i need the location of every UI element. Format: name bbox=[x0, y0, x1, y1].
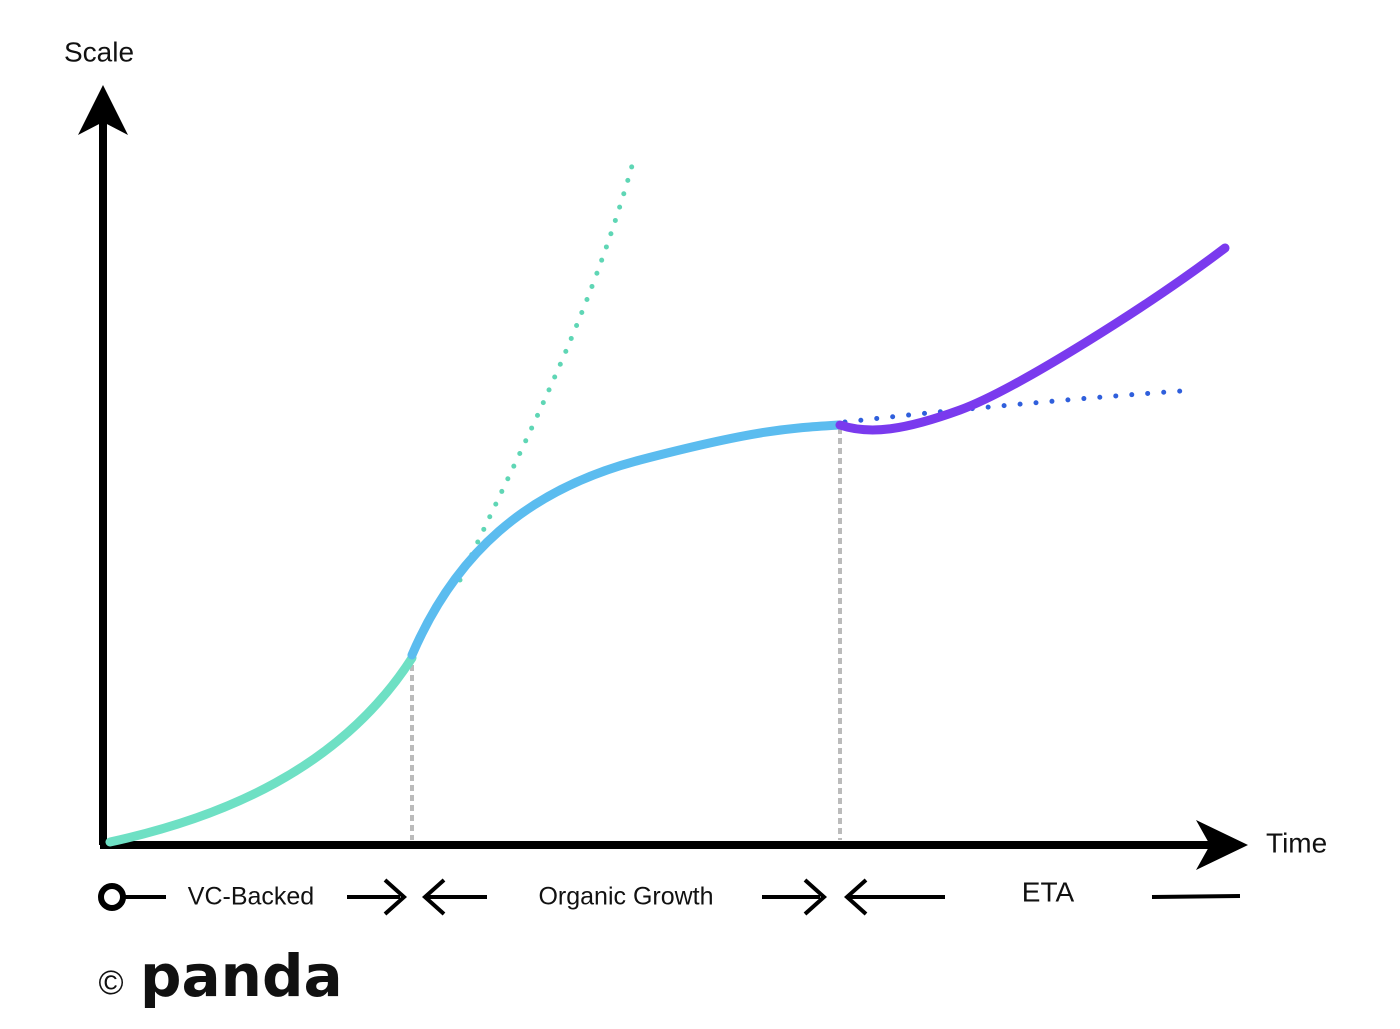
curve-vc bbox=[105, 653, 417, 847]
x-axis-label: Time bbox=[1266, 827, 1327, 858]
bracket-arrow bbox=[762, 878, 827, 916]
start-marker bbox=[98, 883, 126, 911]
x-axis-arrow bbox=[1196, 820, 1248, 870]
phase-label: ETA bbox=[1022, 876, 1075, 907]
logo: panda bbox=[140, 942, 343, 1010]
y-axis-label: Scale bbox=[64, 36, 134, 67]
projection-dotted bbox=[457, 152, 638, 583]
bracket-arrow bbox=[347, 878, 407, 916]
projection-dotted bbox=[842, 387, 1198, 425]
bracket-line bbox=[1151, 894, 1241, 899]
bracket-arrow bbox=[844, 878, 945, 916]
curve-organic bbox=[407, 420, 843, 660]
copyright: © bbox=[98, 964, 123, 1002]
phase-label: Organic Growth bbox=[538, 883, 713, 911]
bracket-arrow bbox=[422, 878, 487, 916]
phase-label: VC-Backed bbox=[188, 883, 314, 911]
curve-eta bbox=[835, 243, 1230, 435]
y-axis-arrow bbox=[78, 85, 128, 135]
